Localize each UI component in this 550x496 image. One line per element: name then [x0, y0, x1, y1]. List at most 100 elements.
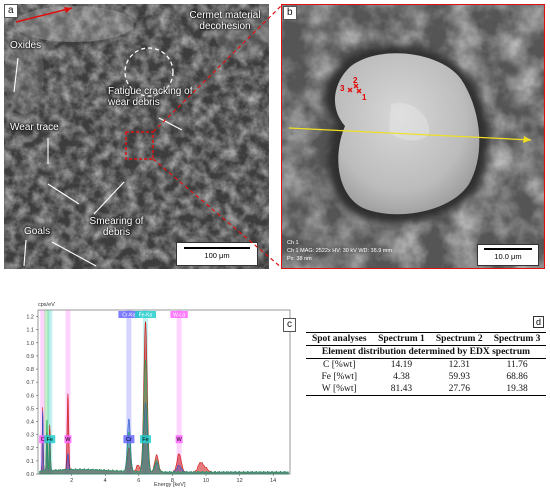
header-spectrum-1: Spectrum 1 — [372, 332, 431, 346]
header-spot: Spot analyses — [306, 332, 373, 346]
panel-c-letter: c — [283, 318, 296, 332]
row-element: C [%wt] — [323, 360, 356, 370]
peak-label-box — [175, 435, 183, 444]
red-arrow — [15, 7, 73, 23]
sem-image-a: a Cermet material decohesion Oxides Fati… — [4, 4, 274, 269]
red-arrowhead — [64, 7, 72, 13]
sem-texture-a — [4, 4, 274, 269]
y-tick-label: 0.6 — [26, 393, 34, 399]
x-tick-label: 12 — [237, 478, 243, 484]
row-value: 19.38 — [488, 383, 546, 396]
zoom-box — [125, 131, 154, 160]
sem-info-line1: Ch 1 — [287, 240, 299, 246]
peak-label-box — [140, 435, 152, 444]
row-value: 12.31 — [448, 360, 470, 370]
y-tick-label: 1.1 — [26, 328, 34, 334]
decohesion-circle — [124, 47, 174, 97]
y-tick-label: 0.7 — [26, 380, 34, 386]
element-band — [176, 310, 182, 474]
line-scan-arrow — [523, 136, 531, 143]
spot-markers — [347, 83, 362, 94]
spectrum-series-3 — [39, 359, 289, 475]
x-tick-label: 2 — [70, 478, 73, 484]
y-tick-label: 0.1 — [26, 459, 34, 465]
spot-label-3: 3 — [340, 84, 345, 93]
row-element: Fe [%wt] — [321, 372, 358, 382]
spot-label-2: 2 — [353, 76, 358, 85]
y-tick-label: 0.2 — [26, 446, 34, 452]
panel-d-letter: d — [532, 316, 544, 328]
y-tick-label: 0.9 — [26, 354, 34, 360]
peak-label: Fe — [142, 437, 148, 443]
element-band — [65, 310, 71, 474]
table-row: W [%wt] 81.43 27.76 19.38 — [306, 383, 546, 396]
y-tick-label: 1.2 — [26, 315, 34, 321]
table-subtitle: Element distribution determined by EDX s… — [306, 345, 546, 359]
element-band — [47, 310, 53, 474]
peak-label: C — [41, 437, 45, 443]
table-row: Fe [%wt] 4.38 59.93 68.86 — [306, 371, 546, 383]
table-row: C [%wt] 14.19 12.31 11.76 — [306, 359, 546, 372]
row-value: 81.43 — [372, 383, 431, 396]
label-wear-trace: Wear trace — [10, 122, 59, 133]
edx-spectrum: 0.0 0.1 0.2 0.3 0.4 0.5 0.6 0.7 0.8 0.9 1.0 1.1 1.2 2… — [4, 296, 300, 491]
scale-label-a: 100 μm — [204, 251, 230, 260]
y-tick-label: 1.0 — [26, 341, 34, 347]
peak-label-box — [39, 435, 47, 444]
element-band — [40, 310, 46, 474]
label-oxides: Oxides — [10, 40, 42, 51]
sem-info-line2: Ch 1 MAG: 2522x HV: 30 kV WD: 38.9 mm — [287, 248, 392, 254]
scale-label-b: 10.0 μm — [494, 252, 522, 261]
edx-table: Spot analyses Spectrum 1 Spectrum 2 Spec… — [306, 332, 546, 396]
y-unit-label: cps/eV — [38, 302, 55, 308]
y-tick-label: 0.8 — [26, 367, 34, 373]
element-band — [44, 310, 50, 474]
label-goals: Goals — [24, 226, 51, 237]
row-value: 68.86 — [506, 372, 528, 382]
peak-label: Fe — [47, 437, 53, 443]
row-value: 27.76 — [430, 383, 489, 396]
top-label-box — [135, 311, 157, 318]
header-spectrum-3: Spectrum 3 — [488, 332, 546, 346]
row-value: 4.38 — [393, 372, 410, 382]
row-value: 11.76 — [506, 360, 528, 370]
spot-label-1: 1 — [362, 93, 367, 102]
scale-line-b — [484, 248, 532, 250]
x-tick-label: 8 — [171, 478, 174, 484]
y-tick-label: 0.0 — [26, 472, 34, 478]
peak-label-box — [123, 435, 135, 444]
label-fatigue: Fatigue cracking of wear debris — [108, 86, 193, 108]
spectrum-chart: 0.0 0.1 0.2 0.3 0.4 0.5 0.6 0.7 0.8 0.9 1.0 1.1 1.2 2… — [26, 309, 291, 484]
scale-line-a — [184, 247, 250, 249]
peak-label-box — [64, 435, 72, 444]
y-tick-label: 0.4 — [26, 420, 34, 426]
plot-area — [37, 309, 291, 475]
y-tick-label: 0.3 — [26, 433, 34, 439]
x-tick-label: 4 — [104, 478, 107, 484]
top-label-box — [118, 311, 140, 318]
top-label: Fe-Kα — [139, 312, 153, 318]
sem-texture-b — [280, 3, 546, 270]
peak-label-box — [44, 435, 56, 444]
annotation-overlay-a — [13, 7, 183, 267]
top-label: Cr-Kα — [122, 312, 135, 318]
peak-label: W — [177, 437, 183, 443]
row-value: 14.19 — [390, 360, 413, 370]
edx-table-panel: d Spot analyses Spectrum 1 Spectrum 2 Sp… — [306, 316, 546, 418]
row-value: 59.93 — [448, 372, 470, 382]
y-tick-label: 0.5 — [26, 406, 34, 412]
x-tick-label: 14 — [270, 478, 276, 484]
scale-bar-a: 100 μm — [176, 242, 258, 266]
element-band — [126, 310, 132, 474]
scale-bar-b: 10.0 μm — [477, 244, 539, 266]
peak-label: W — [65, 437, 71, 443]
panel-a-letter: a — [4, 4, 18, 18]
top-label: W-Lα — [173, 312, 185, 318]
x-tick-label: 10 — [203, 478, 209, 484]
label-smearing: Smearing of debris — [89, 216, 144, 238]
line-scan — [288, 127, 532, 141]
header-spectrum-2: Spectrum 2 — [430, 332, 489, 346]
x-axis-label: Energy [keV] — [154, 482, 186, 488]
sem-image-b: b 1 2 3 Ch 1 Ch 1 MAG: 2522x HV: 30 kV W… — [280, 3, 546, 270]
zoom-connector — [152, 4, 283, 269]
